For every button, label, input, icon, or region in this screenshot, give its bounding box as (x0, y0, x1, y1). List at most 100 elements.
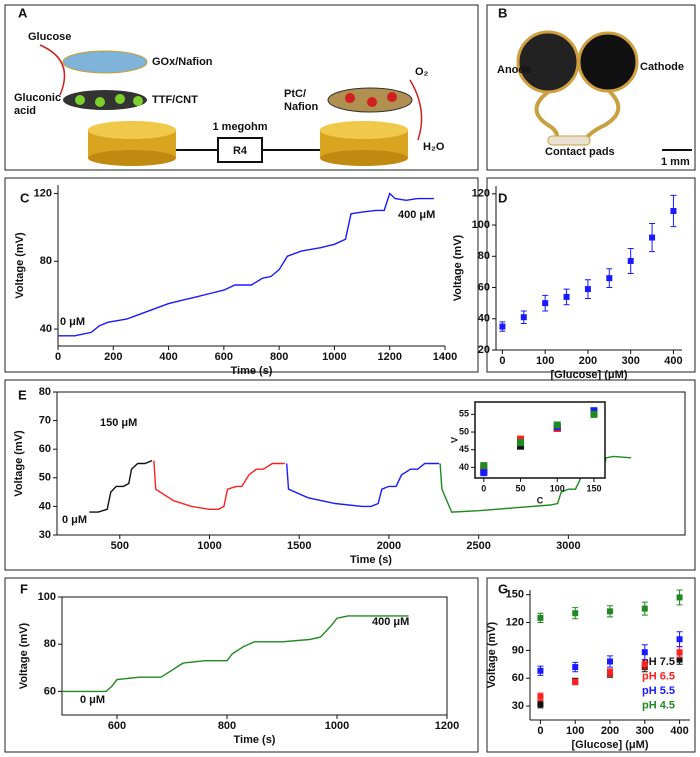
label: GOx/Nafion (152, 56, 213, 68)
panel-frame (486, 577, 696, 753)
x-tick-label: 600 (215, 351, 233, 363)
cnt-layer (63, 90, 147, 110)
x-tick-label: 0 (537, 725, 543, 737)
y-tick-label: 60 (44, 685, 56, 697)
marker (676, 594, 683, 601)
y-tick-label: 30 (512, 700, 524, 712)
marker (553, 421, 561, 429)
marker (542, 300, 549, 307)
label: H₂O (423, 141, 445, 153)
x-tick-label: 1400 (433, 351, 457, 363)
marker (649, 234, 656, 241)
y-axis-label: Voltage (mV) (14, 232, 26, 299)
y-tick-label: 120 (506, 616, 524, 628)
marker (517, 435, 525, 443)
y-tick-label: 80 (478, 250, 490, 262)
trace (89, 459, 153, 513)
x-axis-label: [Glucose] (μM) (550, 369, 627, 381)
y-tick-label: 40 (39, 500, 51, 512)
label: Contact pads (545, 146, 615, 158)
x-tick-label: 1000 (197, 540, 221, 552)
label: Cathode (640, 61, 684, 73)
y-tick-label: 100 (472, 219, 490, 231)
x-tick-label: 400 (664, 355, 682, 367)
ttf (133, 96, 143, 106)
marker (480, 469, 488, 477)
x-tick-label: 0 (499, 355, 505, 367)
x-tick-label: 100 (550, 483, 565, 493)
panel-frame (486, 177, 696, 373)
x-tick-label: 100 (536, 355, 554, 367)
ttf (115, 94, 125, 104)
marker (590, 410, 598, 418)
y-tick-label: 60 (39, 443, 51, 455)
marker (537, 667, 544, 674)
label: TTF/CNT (152, 94, 198, 106)
legend-entry: pH 6.5 (642, 670, 675, 682)
cathode (577, 31, 639, 93)
arrow (39, 44, 66, 96)
legend-entry: pH 7.5 (642, 656, 675, 668)
marker (517, 442, 525, 450)
y-tick-label: 40 (459, 462, 469, 472)
y-axis-label: V (449, 437, 459, 443)
x-tick-label: 1200 (377, 351, 401, 363)
y-tick-label: 20 (478, 344, 490, 356)
y-tick-label: 50 (459, 426, 469, 436)
annotation: 150 μM (100, 417, 137, 429)
label: Gluconic (14, 92, 61, 104)
trace (286, 462, 440, 508)
y-tick-label: 80 (40, 255, 52, 267)
x-tick-label: 800 (218, 720, 236, 732)
plot-frame (61, 596, 448, 716)
marker (480, 462, 488, 470)
inset-background (475, 402, 605, 478)
pads (547, 135, 591, 146)
trace (62, 615, 409, 693)
x-tick-label: 2000 (377, 540, 401, 552)
panel-label: F (20, 581, 28, 596)
marker (607, 658, 613, 665)
panel-frame (4, 577, 479, 753)
label: Glucose (28, 31, 71, 43)
marker (606, 275, 613, 282)
marker (641, 649, 648, 656)
electrode (320, 150, 408, 166)
x-tick-label: 150 (586, 483, 601, 493)
y-tick-label: 60 (478, 281, 490, 293)
electrode (88, 150, 176, 166)
y-tick-label: 120 (34, 187, 52, 199)
y-tick-label: 60 (512, 672, 524, 684)
x-tick-label: 200 (104, 351, 122, 363)
y-axis-label: Voltage (mV) (18, 622, 30, 689)
marker (670, 207, 677, 214)
ptc (345, 93, 355, 103)
panel-label: G (498, 581, 508, 596)
marker (584, 286, 591, 293)
y-tick-label: 45 (459, 444, 469, 454)
panel-frame (4, 177, 479, 373)
resistor (217, 137, 263, 163)
label: 1 mm (661, 156, 690, 168)
annotation: 0 μM (62, 514, 87, 526)
trace (58, 192, 434, 337)
marker (676, 656, 683, 663)
marker (676, 649, 683, 656)
y-tick-label: 80 (44, 638, 56, 650)
label: O₂ (415, 66, 429, 78)
marker (590, 407, 598, 415)
x-tick-label: 1000 (325, 720, 349, 732)
marker (676, 636, 683, 643)
y-tick-label: 70 (39, 415, 51, 427)
x-tick-label: 400 (159, 351, 177, 363)
y-axis-label: Voltage (mV) (13, 430, 25, 497)
marker (641, 661, 648, 668)
panel-label: A (18, 5, 28, 20)
gox-layer (62, 50, 148, 74)
label: Nafion (284, 101, 319, 113)
x-tick-label: 400 (670, 725, 688, 737)
x-tick-label: 2500 (466, 540, 490, 552)
y-tick-label: 50 (39, 472, 51, 484)
label: R4 (233, 145, 248, 157)
